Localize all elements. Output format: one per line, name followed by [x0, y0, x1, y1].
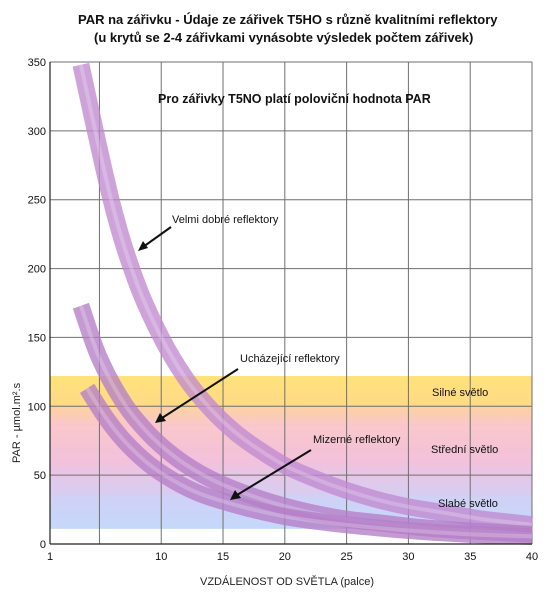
curves [72, 62, 533, 545]
chart-note: Pro zářivky T5NO platí poloviční hodnota… [158, 92, 431, 106]
x-tick-label: 35 [464, 551, 476, 563]
annotation-very-good-arrowhead [138, 241, 148, 251]
annotation-poor-arrowhead [230, 490, 241, 500]
y-tick-label: 250 [28, 195, 46, 207]
x-tick-label: 40 [526, 551, 538, 563]
annotation-very-good-text: Velmi dobré reflektory [172, 214, 279, 226]
y-tick-label: 0 [40, 539, 46, 551]
annotation-poor-text: Mizerné reflektory [313, 434, 401, 446]
band-label-medium: Střední světlo [431, 444, 498, 456]
annotation-fair-text: Ucházející reflektory [240, 353, 340, 365]
annotation-poor: Mizerné reflektory [230, 434, 401, 500]
y-axis-label: PAR - µmol.m².s [11, 382, 23, 463]
axes: 1 10 15 20 25 30 35 40 0 50 100 150 200 250 300 350 [28, 57, 538, 563]
x-tick-label: 1 [47, 551, 53, 563]
x-tick-label: 15 [217, 551, 229, 563]
annotation-fair-arrow [161, 368, 239, 419]
annotation-fair: Ucházející reflektory [155, 353, 340, 423]
x-axis-label: VZDÁLENOST OD SVĚTLA (palce) [200, 575, 374, 588]
y-tick-label: 150 [28, 332, 46, 344]
chart-subtitle: (u krytů se 2-4 zářivkami vynásobte výsl… [94, 30, 473, 45]
annotation-very-good: Velmi dobré reflektory [138, 214, 279, 251]
series-2-highlight [85, 387, 533, 539]
series-2-band [79, 383, 533, 545]
series-0-band [72, 62, 533, 534]
x-tick-label: 20 [279, 551, 291, 563]
y-tick-label: 300 [28, 126, 46, 138]
band-label-strong: Silné světlo [432, 387, 488, 399]
y-tick-label: 200 [28, 264, 46, 276]
band-label-weak: Slabé světlo [438, 498, 498, 510]
y-tick-label: 50 [34, 470, 46, 482]
chart-title: PAR na zářivku - Údaje ze zářivek T5HO s… [78, 12, 498, 27]
x-tick-label: 30 [402, 551, 414, 563]
series-0-highlight [78, 64, 533, 527]
y-tick-label: 100 [28, 401, 46, 413]
annotation-fair-arrowhead [155, 413, 166, 423]
x-tick-label: 25 [340, 551, 352, 563]
annotation-poor-arrow [236, 449, 312, 496]
annotation-very-good-arrow [142, 226, 172, 248]
x-tick-label: 10 [155, 551, 167, 563]
y-tick-label: 350 [28, 57, 46, 69]
